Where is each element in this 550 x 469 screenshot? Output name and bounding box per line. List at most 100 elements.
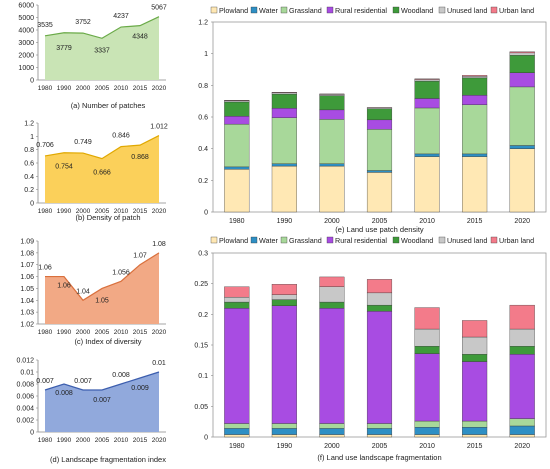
data-label: 0.007: [74, 378, 92, 385]
bar-segment-urban-land: [366, 279, 393, 294]
area-line: [44, 16, 160, 39]
bar-segment-urban-land: [509, 304, 535, 330]
data-label: 0.754: [55, 164, 73, 171]
bar-segment-rural-residential: [462, 95, 488, 105]
legend-label: Water: [259, 6, 279, 15]
bar-segment-grassland: [319, 119, 345, 164]
bar-segment-woodland: [271, 299, 297, 306]
bar-segment-woodland: [462, 77, 488, 96]
x-tick-label: 2010: [419, 218, 435, 225]
bar-segment-woodland: [509, 346, 535, 355]
x-tick-label: 2000: [324, 443, 340, 450]
y-tick-label: 0.002: [16, 418, 34, 425]
bar-segment-unused-land: [271, 294, 297, 300]
bar-segment-woodland: [366, 108, 393, 121]
y-tick-label: 1.04: [20, 298, 34, 305]
bar-segment-water: [224, 428, 250, 435]
bar-segment-unused-land: [271, 92, 297, 95]
y-tick-label: 2000: [18, 53, 34, 60]
y-tick-label: 0.8: [24, 147, 34, 154]
bar-segment-woodland: [509, 55, 535, 73]
x-tick-label: 1990: [57, 329, 72, 336]
bar-segment-urban-land: [271, 284, 297, 295]
x-tick-label: 2000: [76, 437, 91, 444]
bar-segment-urban-land: [414, 78, 440, 80]
legend-label: Rural residential: [335, 236, 387, 245]
x-tick-label: 2020: [152, 329, 167, 336]
bar-segment-rural-residential: [414, 353, 440, 422]
chart-f: 0 0.05 0.1 0.15 0.2 0.25 0.3 1980 1990 2000 2005 20…: [194, 236, 547, 462]
bar-segment-woodland: [462, 354, 488, 362]
data-label: 3779: [56, 45, 72, 52]
bar-segment-grassland: [414, 420, 440, 428]
bar-segment-rural-residential: [366, 119, 393, 130]
bar-segment-rural-residential: [271, 305, 297, 424]
y-tick-label: 0.2: [198, 312, 208, 319]
bar-segment-grassland: [366, 423, 393, 429]
bar-segment-unused-land: [366, 292, 393, 306]
x-tick-label: 2005: [372, 218, 388, 225]
y-tick-label: 1000: [18, 65, 34, 72]
bar-segment-grassland: [462, 420, 488, 428]
bar-segment-grassland: [509, 418, 535, 427]
legend-swatch: [280, 6, 288, 14]
bar-segment-grassland: [271, 117, 297, 164]
x-tick-label: 2015: [467, 443, 483, 450]
bar-segment-grassland: [224, 423, 250, 429]
y-tick-label: 1.05: [20, 286, 34, 293]
legend-label: Unused land: [447, 6, 487, 15]
bar-segment-plowland: [271, 434, 297, 438]
legend-label: Unused land: [447, 236, 487, 245]
bar-segment-water: [271, 428, 297, 435]
bar-segment-woodland: [271, 93, 297, 109]
x-tick-label: 2015: [133, 437, 148, 444]
data-label: 4348: [132, 34, 148, 41]
bar-segment-plowland: [224, 434, 250, 438]
area-fill: [45, 135, 159, 203]
y-tick-label: 6000: [18, 3, 34, 10]
x-tick-label: 2005: [95, 437, 110, 444]
chart-caption: (e) Land use patch density: [335, 225, 424, 234]
chart-caption: (d) Landscape fragmentation index: [50, 455, 166, 464]
bar-segment-water: [366, 428, 393, 435]
y-tick-label: 1.09: [20, 239, 34, 246]
y-tick-label: 0.4: [24, 174, 34, 181]
chart-d: 0 0.002 0.004 0.006 0.008 0.01 0.012 0.007 1980 0…: [16, 358, 166, 465]
bar-segment-water: [271, 163, 297, 167]
area-line: [44, 134, 160, 160]
x-tick-label: 2005: [95, 329, 110, 336]
bar-segment-water: [462, 153, 488, 157]
bar-segment-rural-residential: [319, 109, 345, 120]
bar-segment-rural-residential: [366, 311, 393, 424]
y-tick-label: 0.006: [16, 394, 34, 401]
y-tick-label: 0.004: [16, 406, 34, 413]
x-tick-label: 1980: [38, 208, 53, 215]
y-tick-label: 0: [204, 210, 208, 217]
x-tick-label: 1980: [38, 329, 53, 336]
legend-swatch: [210, 236, 218, 244]
x-tick-label: 2005: [372, 443, 388, 450]
chart-caption: (c) Index of diversity: [74, 337, 141, 346]
y-tick-label: 1.02: [20, 322, 34, 329]
x-tick-label: 2000: [76, 208, 91, 215]
data-label: 0.749: [74, 139, 92, 146]
legend-swatch: [326, 6, 334, 14]
legend-label: Woodland: [401, 236, 433, 245]
y-tick-label: 1.03: [20, 310, 34, 317]
data-label: 1.012: [150, 124, 168, 131]
data-label: 0.846: [112, 133, 130, 140]
legend-label: Plowland: [219, 6, 248, 15]
y-tick-label: 0.8: [198, 83, 208, 90]
bar-segment-woodland: [224, 301, 250, 309]
x-tick-label: 2010: [114, 329, 129, 336]
bar-segment-rural-residential: [224, 308, 250, 424]
bar-segment-grassland: [414, 107, 440, 155]
bar-segment-urban-land: [319, 276, 345, 287]
bar-segment-rural-residential: [224, 116, 250, 125]
y-tick-label: 1: [30, 134, 34, 141]
y-tick-label: 0.4: [198, 146, 208, 153]
bar-segment-water: [319, 163, 345, 167]
data-label: 3337: [94, 47, 110, 54]
data-label: 0.008: [55, 390, 73, 397]
area-line: [44, 371, 160, 391]
